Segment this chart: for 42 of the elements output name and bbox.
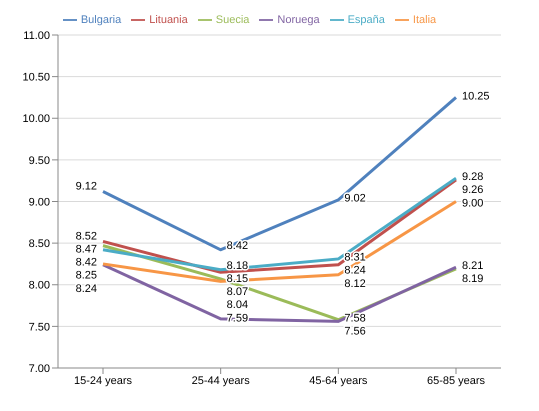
- y-tick-label: 7.00: [28, 362, 50, 375]
- data-label: 7.58: [344, 312, 366, 324]
- y-tick-label: 8.50: [28, 238, 50, 250]
- y-tick-label: 10.50: [22, 72, 50, 84]
- y-tick-label: 11.00: [23, 30, 50, 42]
- y-tick-label: 7.50: [28, 321, 50, 334]
- data-label: 9.26: [462, 184, 484, 196]
- legend-label: Italia: [412, 14, 436, 26]
- y-tick-label: 9.50: [28, 154, 50, 167]
- data-label: 10.25: [462, 90, 490, 102]
- data-label: 8.19: [462, 273, 484, 286]
- data-label: 8.15: [226, 272, 248, 285]
- data-label: 8.47: [76, 243, 97, 256]
- legend-label: Suecia: [216, 14, 250, 26]
- data-label: 8.52: [76, 230, 97, 242]
- data-label: 7.56: [344, 325, 366, 338]
- data-label: 9.12: [76, 180, 97, 192]
- legend-label: Lituania: [149, 14, 188, 26]
- y-tick-label: 9.00: [28, 196, 50, 208]
- legend-label: España: [348, 14, 385, 26]
- data-label: 7.59: [226, 312, 248, 325]
- data-label: 8.07: [226, 286, 248, 298]
- data-label: 9.00: [462, 197, 484, 210]
- legend-label: Noruega: [277, 14, 320, 26]
- data-label: 8.24: [344, 264, 366, 277]
- data-label: 8.24: [76, 282, 97, 295]
- y-tick-label: 10.00: [22, 113, 50, 126]
- data-label: 8.04: [226, 299, 248, 312]
- x-tick-label: 15-24 years: [74, 374, 133, 387]
- data-label: 8.25: [76, 270, 97, 282]
- data-label: 9.28: [462, 171, 484, 184]
- legend-label: Bulgaria: [80, 14, 122, 26]
- data-label: 8.42: [76, 256, 97, 269]
- x-tick-label: 25-44 years: [192, 374, 250, 387]
- data-label: 9.02: [344, 192, 366, 204]
- line-series: [102, 96, 458, 252]
- data-label: 8.12: [344, 278, 366, 290]
- x-tick-label: 45-64 years: [309, 374, 368, 387]
- y-tick-label: 8.00: [28, 280, 50, 292]
- data-label: 8.21: [462, 260, 484, 272]
- line-series: [102, 263, 458, 323]
- x-tick-label: 65-85 years: [426, 374, 486, 387]
